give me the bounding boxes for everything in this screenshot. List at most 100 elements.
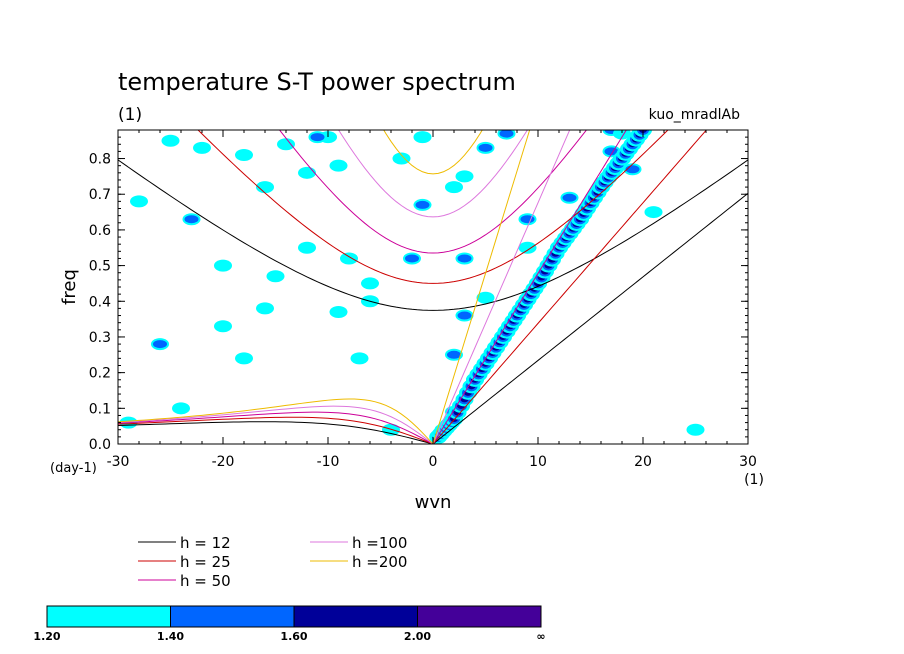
spectral-spot xyxy=(298,241,316,254)
dispersion-curve xyxy=(432,130,571,444)
spectral-spot xyxy=(582,117,600,129)
spectral-spot xyxy=(604,147,619,156)
spectral-spot xyxy=(310,133,325,142)
y-axis-label: freq xyxy=(59,269,80,305)
chart-title: temperature S-T power spectrum xyxy=(118,68,516,96)
dispersion-curve xyxy=(118,411,434,444)
legend-label: h = 25 xyxy=(180,553,231,571)
spectral-spot xyxy=(298,166,316,179)
spectral-spot xyxy=(455,170,474,183)
spectral-spot xyxy=(499,130,514,138)
dispersion-curve xyxy=(278,130,588,254)
spectral-spot xyxy=(277,138,295,151)
dispersion-curve xyxy=(118,405,434,444)
spectral-spot xyxy=(405,254,419,263)
spectral-spot xyxy=(340,252,358,265)
y-tick-label: 0.6 xyxy=(89,223,111,239)
spectral-spot xyxy=(350,352,369,365)
spectral-spot xyxy=(161,134,180,147)
dispersion-curve xyxy=(197,130,669,284)
dispersion-curve xyxy=(118,159,748,311)
spectral-spot xyxy=(214,320,232,333)
x-tick-label: 10 xyxy=(529,454,547,470)
dispersion-curve xyxy=(118,398,434,444)
spectral-spot xyxy=(476,291,495,304)
dispersion-curve xyxy=(118,416,434,444)
spectral-spot xyxy=(214,259,232,272)
colorbar-swatch xyxy=(293,605,418,628)
x-unit-label: (1) xyxy=(744,472,764,488)
chart-subtitle-right: kuo_mradlAb xyxy=(649,107,740,123)
spectral-spot xyxy=(644,206,663,219)
y-tick-label: 0.1 xyxy=(89,401,111,417)
y-tick-label: 0.3 xyxy=(89,330,111,346)
dispersion-curve xyxy=(432,192,748,444)
y-tick-label: 0.2 xyxy=(89,366,111,382)
x-tick-label: -10 xyxy=(317,454,340,470)
legend-label: h =100 xyxy=(352,534,407,552)
y-tick-label: 0.0 xyxy=(89,437,111,453)
spectral-spot xyxy=(584,119,598,127)
chart-subtitle-left: (1) xyxy=(118,105,142,125)
dispersion-curve xyxy=(338,130,528,218)
spectral-spot xyxy=(235,148,253,161)
spectral-spot xyxy=(193,141,211,154)
dispersion-curves-layer xyxy=(118,130,748,444)
y-tick-label: 0.7 xyxy=(89,187,111,203)
colorbar-level-label: 2.00 xyxy=(404,630,431,643)
colorbar-swatch xyxy=(170,605,295,628)
spectral-spot xyxy=(235,352,253,365)
spectral-spot xyxy=(266,270,285,283)
spectral-spot xyxy=(445,181,463,194)
spectral-spot xyxy=(457,254,472,263)
spectral-spot xyxy=(329,305,348,318)
spectral-spot xyxy=(184,215,199,224)
spectral-spot xyxy=(329,159,348,172)
x-tick-label: 20 xyxy=(634,454,652,470)
x-tick-label: 30 xyxy=(739,454,757,470)
legend-label: h = 50 xyxy=(180,572,231,590)
y-tick-label: 0.4 xyxy=(89,294,111,310)
dispersion-curve xyxy=(432,130,627,444)
x-axis-label: wvn xyxy=(415,492,452,513)
spectral-spot xyxy=(447,350,461,359)
dispersion-curve xyxy=(432,130,531,444)
spectral-spot xyxy=(518,241,537,254)
spectral-spot xyxy=(256,181,274,194)
spectral-spot xyxy=(361,277,379,290)
x-tick-label: 0 xyxy=(429,454,438,470)
spectral-spot xyxy=(520,215,535,224)
spectral-spot xyxy=(478,143,493,152)
spectral-spot xyxy=(392,152,411,165)
dispersion-curve xyxy=(118,421,434,444)
colorbar-level-label: ∞ xyxy=(536,630,545,643)
legend-label: h = 12 xyxy=(180,534,231,552)
colorbar: 1.20 1.40 1.60 2.00 ∞ xyxy=(33,605,546,643)
dispersion-curve xyxy=(432,130,708,444)
spectral-spot xyxy=(415,200,430,209)
spectral-spot xyxy=(613,130,631,140)
y-tick-label: 0.8 xyxy=(89,152,111,168)
spectral-spot xyxy=(562,193,577,202)
y-unit-label: (day-1) xyxy=(50,461,97,476)
legend-label: h =200 xyxy=(352,553,407,571)
spectral-spot xyxy=(256,302,274,315)
spectral-spot xyxy=(153,340,167,349)
colorbar-level-label: 1.60 xyxy=(280,630,307,643)
colorbar-swatch xyxy=(46,605,171,628)
spectral-spot xyxy=(686,423,705,436)
colorbar-swatch xyxy=(417,605,542,628)
spectral-spot xyxy=(413,131,432,144)
colorbar-level-label: 1.40 xyxy=(157,630,184,643)
spectral-spot xyxy=(172,402,190,415)
contour-layer xyxy=(119,117,705,436)
spectral-spot xyxy=(457,311,472,320)
x-tick-label: -20 xyxy=(212,454,235,470)
x-tick-label: -30 xyxy=(107,454,130,470)
y-tick-label: 0.5 xyxy=(89,259,111,275)
plot-frame xyxy=(117,129,749,445)
spectral-spot xyxy=(130,195,148,208)
axes-layer: -30 -20 -10 0 10 20 30 0.0 0.1 0.2 0.3 0.4 0.5 0.6 0.7… xyxy=(89,130,757,470)
